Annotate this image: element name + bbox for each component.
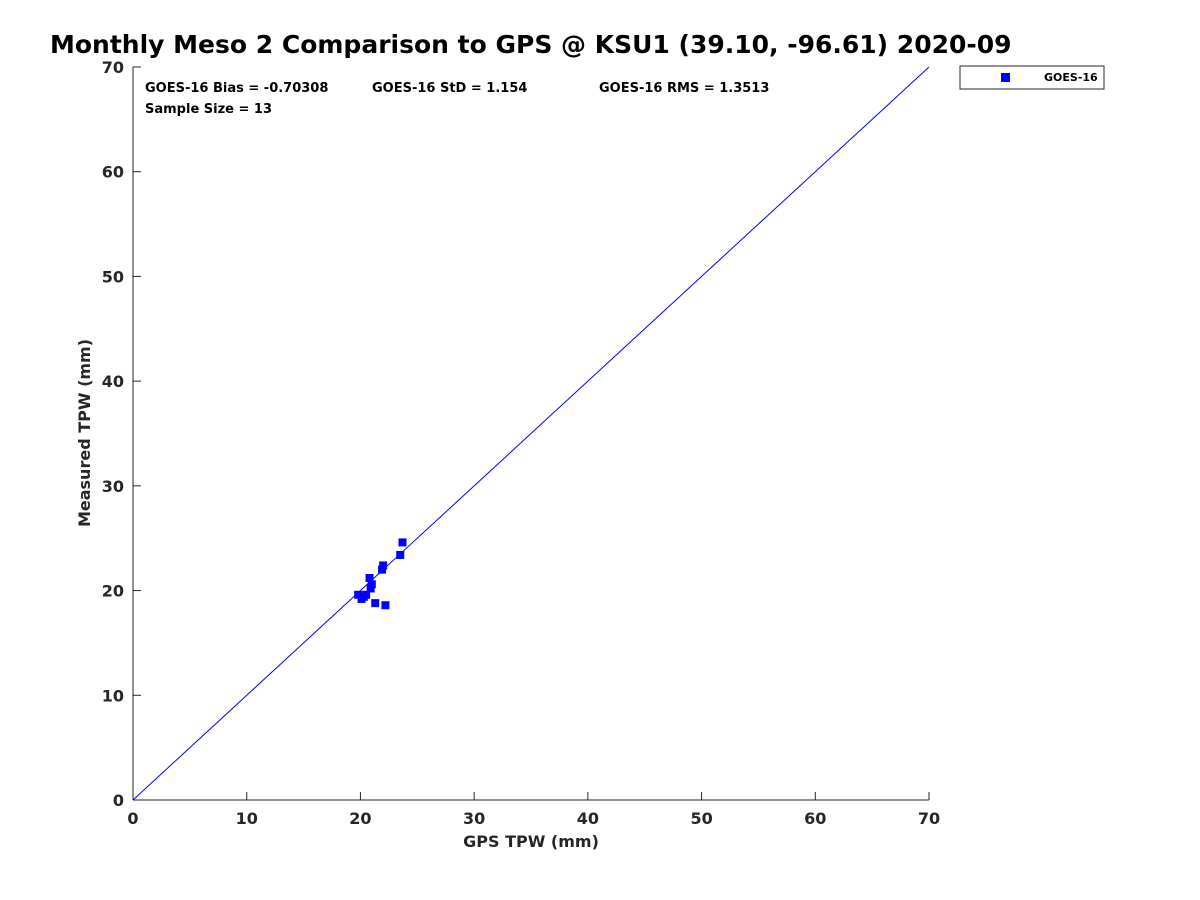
x-tick-label: 70 xyxy=(918,809,940,828)
y-axis-label: Measured TPW (mm) xyxy=(75,339,94,527)
y-tick-label: 40 xyxy=(102,372,124,391)
data-point xyxy=(378,565,387,574)
chart-title: Monthly Meso 2 Comparison to GPS @ KSU1 … xyxy=(50,30,1012,59)
x-tick-label: 40 xyxy=(577,809,599,828)
x-tick-label: 30 xyxy=(463,809,485,828)
x-tick-label: 60 xyxy=(804,809,826,828)
sample-size-stat: Sample Size = 13 xyxy=(145,102,272,117)
data-point xyxy=(398,538,407,547)
one-to-one-reference-line xyxy=(132,66,930,801)
x-tick-label: 10 xyxy=(236,809,258,828)
data-point xyxy=(357,594,366,603)
bias-stat: GOES-16 Bias = -0.70308 xyxy=(145,81,328,96)
y-tick-label: 0 xyxy=(113,791,124,810)
legend-box xyxy=(959,65,1105,90)
axes xyxy=(132,67,929,801)
y-tick-label: 20 xyxy=(102,582,124,601)
data-point xyxy=(354,590,363,599)
x-tick-label: 50 xyxy=(690,809,712,828)
x-tick-label: 0 xyxy=(127,809,138,828)
y-tick-label: 30 xyxy=(102,477,124,496)
y-tick-label: 10 xyxy=(102,686,124,705)
data-point xyxy=(379,561,388,570)
reference-line-group xyxy=(132,66,930,801)
legend: GOES-16 xyxy=(959,65,1105,90)
data-point xyxy=(381,601,390,610)
data-points xyxy=(354,538,407,610)
data-point xyxy=(396,550,405,559)
y-tick-label: 60 xyxy=(102,163,124,182)
data-point xyxy=(366,584,375,593)
rms-stat: GOES-16 RMS = 1.3513 xyxy=(599,81,769,96)
x-axis-label: GPS TPW (mm) xyxy=(463,832,599,851)
y-tick-label: 70 xyxy=(102,58,124,77)
std-stat: GOES-16 StD = 1.154 xyxy=(372,81,527,96)
x-tick-label: 20 xyxy=(349,809,371,828)
data-point xyxy=(367,580,376,589)
legend-label: GOES-16 xyxy=(1044,71,1098,84)
data-point xyxy=(365,574,374,583)
y-tick-label: 50 xyxy=(102,267,124,286)
legend-marker xyxy=(1001,73,1010,82)
x-tick-labels: 0 10 20 30 40 50 60 70 xyxy=(127,809,940,828)
tick-marks xyxy=(132,66,930,801)
y-tick-labels: 0 10 20 30 40 50 60 70 xyxy=(102,58,124,810)
data-point xyxy=(371,599,380,608)
